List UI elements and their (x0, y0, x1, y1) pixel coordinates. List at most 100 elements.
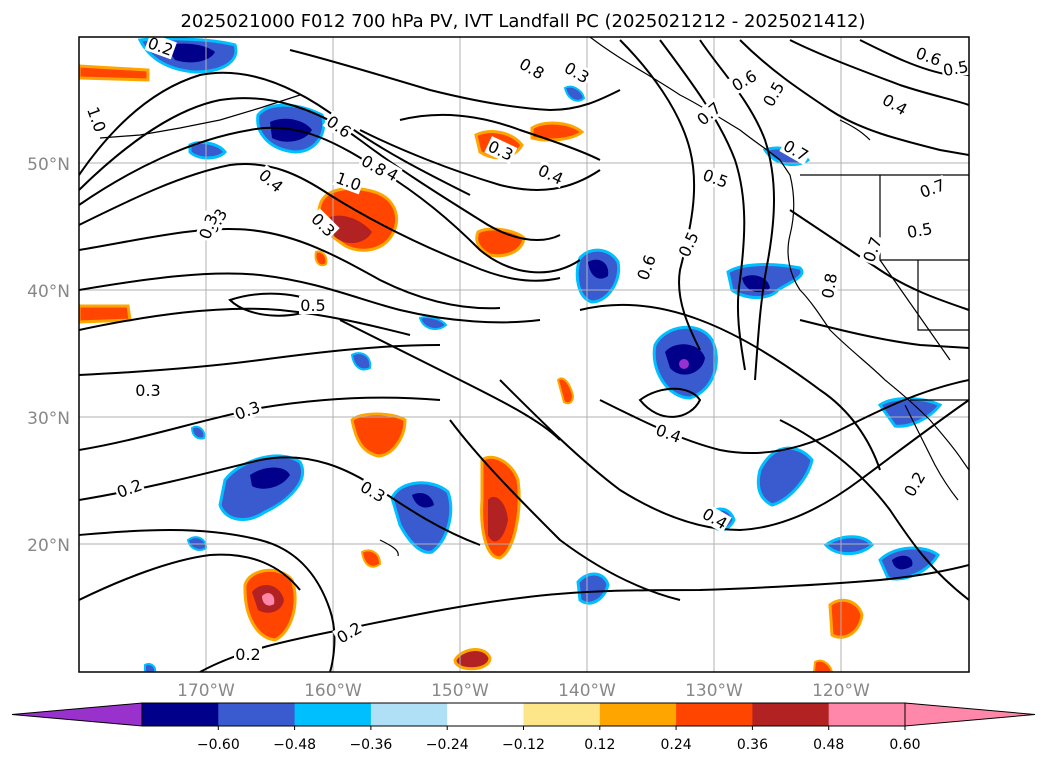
colorbar-bin (676, 703, 753, 726)
contour-label-bg (515, 53, 549, 84)
pv-contour (79, 529, 336, 672)
pv-positive-area (556, 377, 574, 405)
contour-label-bg (758, 77, 789, 111)
pv-negative-area (190, 425, 206, 440)
contour-label-bg (83, 103, 111, 136)
pv-positive-core (488, 496, 508, 542)
pv-positive-area (314, 250, 328, 267)
contour-label-bg (356, 476, 390, 507)
pv-positive-area (350, 412, 407, 458)
contour-label-bg (484, 136, 518, 165)
contour-label-bg (652, 419, 685, 447)
lat-tick-label: 20°N (27, 536, 70, 556)
colorbar-tick-label: 0.60 (889, 737, 920, 753)
pv-positive-area (453, 648, 492, 671)
contour-label-bg (322, 110, 356, 142)
contour-label-bg (299, 296, 327, 314)
lat-tick-label: 40°N (27, 282, 70, 302)
colorbar-bin (599, 703, 677, 726)
contour-label: 0.5 (942, 57, 970, 80)
colorbar-tick-label: 0.24 (661, 737, 692, 753)
contour-label: 0.2 (235, 645, 260, 664)
colorbar-tick-label: −0.60 (197, 737, 240, 753)
contour-label-bg (534, 160, 568, 189)
colorbar-bin (294, 703, 372, 726)
pv-contour (399, 113, 601, 161)
pv-negative-area (350, 352, 372, 371)
lon-tick-label: 130°W (685, 681, 743, 701)
pv-extreme-core (679, 359, 689, 369)
baja-coast (904, 404, 959, 501)
pv-negative-core (588, 259, 609, 279)
pv-contour (579, 303, 881, 471)
contour-label-bg (332, 617, 366, 648)
pv-contour (339, 319, 561, 441)
contour-label-bg (674, 227, 703, 261)
colorbar-bin (370, 703, 448, 726)
contour-label-bg (113, 474, 146, 502)
contour-label: 0.5 (300, 296, 325, 315)
pv-contour (739, 39, 969, 156)
contour-label-bg (332, 167, 365, 195)
contour-label-bg (699, 164, 732, 192)
colorbar-tick-label: 0.36 (737, 737, 768, 753)
contour-label-bg (357, 150, 391, 181)
pv-contour (799, 319, 969, 349)
lon-tick-label: 150°W (431, 681, 489, 701)
contour-label-bg (560, 57, 594, 88)
pv-negative-core (412, 493, 434, 508)
colorbar-bin (523, 703, 601, 726)
pv-contour (659, 39, 746, 371)
pv-negative-core (250, 467, 290, 489)
latitude-axis: 50°N 40°N 30°N 20°N (27, 155, 70, 556)
pv-positive-area (475, 227, 526, 258)
contour-label-bg (878, 89, 912, 120)
colorbar-bin (752, 703, 830, 726)
pv-positive-area (360, 549, 382, 568)
contour-label: 0.3 (135, 381, 160, 400)
colorbar-bin (142, 703, 219, 726)
pv-negative-area (418, 316, 448, 331)
pv-contour (79, 272, 541, 324)
pv-contour (79, 456, 481, 546)
pv-contour (79, 307, 411, 336)
contour-label-bg (817, 270, 841, 302)
pv-negative-area (877, 397, 943, 428)
contour-label-bg (231, 396, 264, 424)
pv-negative-core (892, 555, 913, 570)
contour-label-bg (916, 174, 949, 202)
island-coast (379, 539, 399, 557)
pv-contour (789, 39, 969, 106)
pv-contour (449, 419, 681, 601)
contour-label-bg (698, 503, 732, 534)
island-coast (839, 119, 871, 141)
pv-contour (499, 379, 969, 532)
pv-contour (789, 209, 969, 311)
pv-positive-extreme (262, 593, 275, 606)
aleutian-coast (99, 94, 301, 139)
lon-tick-label: 140°W (558, 681, 616, 701)
contour-label: 0.8 (818, 272, 841, 300)
contour-label-bg (632, 251, 660, 284)
contour-label-bg (234, 645, 262, 663)
contour-label-bg (307, 208, 340, 241)
contour-label-bg (692, 97, 726, 130)
colorbar-tick-label: 0.48 (813, 737, 844, 753)
longitude-axis: 170°W 160°W 150°W 140°W 130°W 120°W (177, 681, 870, 701)
contour-label-bg (940, 56, 969, 80)
contour-label-bg (134, 381, 162, 399)
colorbar-bin (447, 703, 524, 726)
pv-contour (79, 228, 501, 310)
colorbar-tick-label: −0.36 (349, 737, 392, 753)
contour-label-bg (904, 218, 936, 242)
pv-positive-area (79, 64, 150, 82)
pv-contour (79, 553, 301, 601)
pv-negative-area (576, 572, 610, 605)
map-panel: 0.21.00.40.31.00.40.30.60.80.30.40.30.80… (27, 36, 970, 701)
colorbar-tick-label: −0.24 (426, 737, 469, 753)
lon-tick-label: 170°W (177, 681, 235, 701)
contour-label-bg (912, 42, 945, 70)
lon-tick-label: 120°W (812, 681, 870, 701)
gridlines (79, 37, 969, 672)
